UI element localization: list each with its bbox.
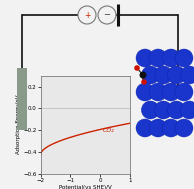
Circle shape: [149, 83, 167, 101]
Circle shape: [134, 65, 140, 71]
Circle shape: [162, 49, 180, 67]
Circle shape: [180, 101, 194, 119]
Circle shape: [162, 119, 180, 137]
Circle shape: [136, 49, 154, 67]
Text: CO₂: CO₂: [103, 128, 115, 133]
Circle shape: [167, 66, 185, 84]
Circle shape: [139, 71, 146, 78]
Circle shape: [136, 119, 154, 137]
Circle shape: [154, 101, 172, 119]
Circle shape: [175, 83, 193, 101]
Circle shape: [175, 119, 193, 137]
X-axis label: Potential(vs SHE)/V: Potential(vs SHE)/V: [59, 185, 112, 189]
Y-axis label: Adsorption Energy/eV: Adsorption Energy/eV: [16, 95, 21, 154]
Text: −: −: [104, 11, 111, 19]
Circle shape: [149, 119, 167, 137]
Circle shape: [141, 101, 159, 119]
Circle shape: [162, 83, 180, 101]
Circle shape: [180, 66, 194, 84]
Circle shape: [154, 66, 172, 84]
Circle shape: [141, 66, 159, 84]
Circle shape: [141, 79, 147, 85]
Circle shape: [175, 49, 193, 67]
Text: +: +: [84, 11, 90, 19]
Bar: [17, 68, 27, 130]
Circle shape: [136, 83, 154, 101]
Circle shape: [149, 49, 167, 67]
Circle shape: [167, 101, 185, 119]
